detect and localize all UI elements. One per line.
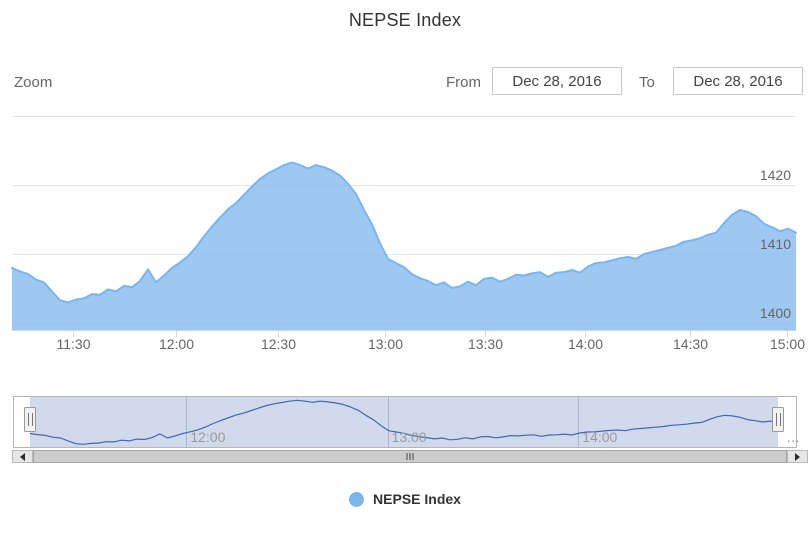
- x-axis-label: 13:00: [368, 336, 403, 352]
- chart-title: NEPSE Index: [348, 10, 462, 30]
- navigator-mask[interactable]: [30, 397, 778, 447]
- zoom-label: Zoom: [14, 74, 53, 91]
- x-axis-label: 14:30: [673, 336, 708, 352]
- from-date-input[interactable]: [492, 67, 622, 95]
- x-axis-label: 11:30: [57, 336, 91, 352]
- scrollbar-thumb[interactable]: [33, 450, 787, 463]
- scrollbar-left-button[interactable]: [12, 450, 33, 463]
- to-date-input[interactable]: [673, 67, 803, 95]
- navigator-right-handle[interactable]: [772, 407, 784, 432]
- navigator-axis-label: 12:00: [190, 429, 225, 445]
- area-series[interactable]: [12, 162, 796, 330]
- series-line: [11, 161, 797, 304]
- grip-icon: [406, 453, 414, 460]
- y-axis-label: 1410: [760, 236, 791, 252]
- legend-label: NEPSE Index: [373, 491, 461, 507]
- y-axis-label: 1420: [760, 167, 791, 183]
- x-axis-label: 13:30: [468, 336, 503, 352]
- navigator-outline: [13, 396, 797, 448]
- navigator-series-line: [29, 399, 779, 445]
- scrollbar-right-button[interactable]: [787, 450, 808, 463]
- x-axis-label: 14:00: [568, 336, 603, 352]
- navigator-left-handle[interactable]: [24, 407, 36, 432]
- x-axis-label: 15:00: [770, 336, 805, 352]
- series-marker-icon: [349, 491, 365, 507]
- left-arrow-icon: [20, 452, 25, 461]
- navigator-axis-label: 14:00: [582, 429, 617, 445]
- from-label: From: [446, 74, 481, 91]
- x-axis-label: 12:00: [159, 336, 194, 352]
- x-axis-label: 12:30: [261, 336, 296, 352]
- right-arrow-icon: [795, 452, 800, 461]
- to-label: To: [639, 74, 655, 91]
- navigator-axis-label: 13:00: [392, 429, 427, 445]
- y-axis-label: 1400: [760, 305, 791, 321]
- navigator-axis-label-clipped: …: [786, 429, 800, 445]
- legend-item[interactable]: NEPSE Index: [0, 491, 810, 507]
